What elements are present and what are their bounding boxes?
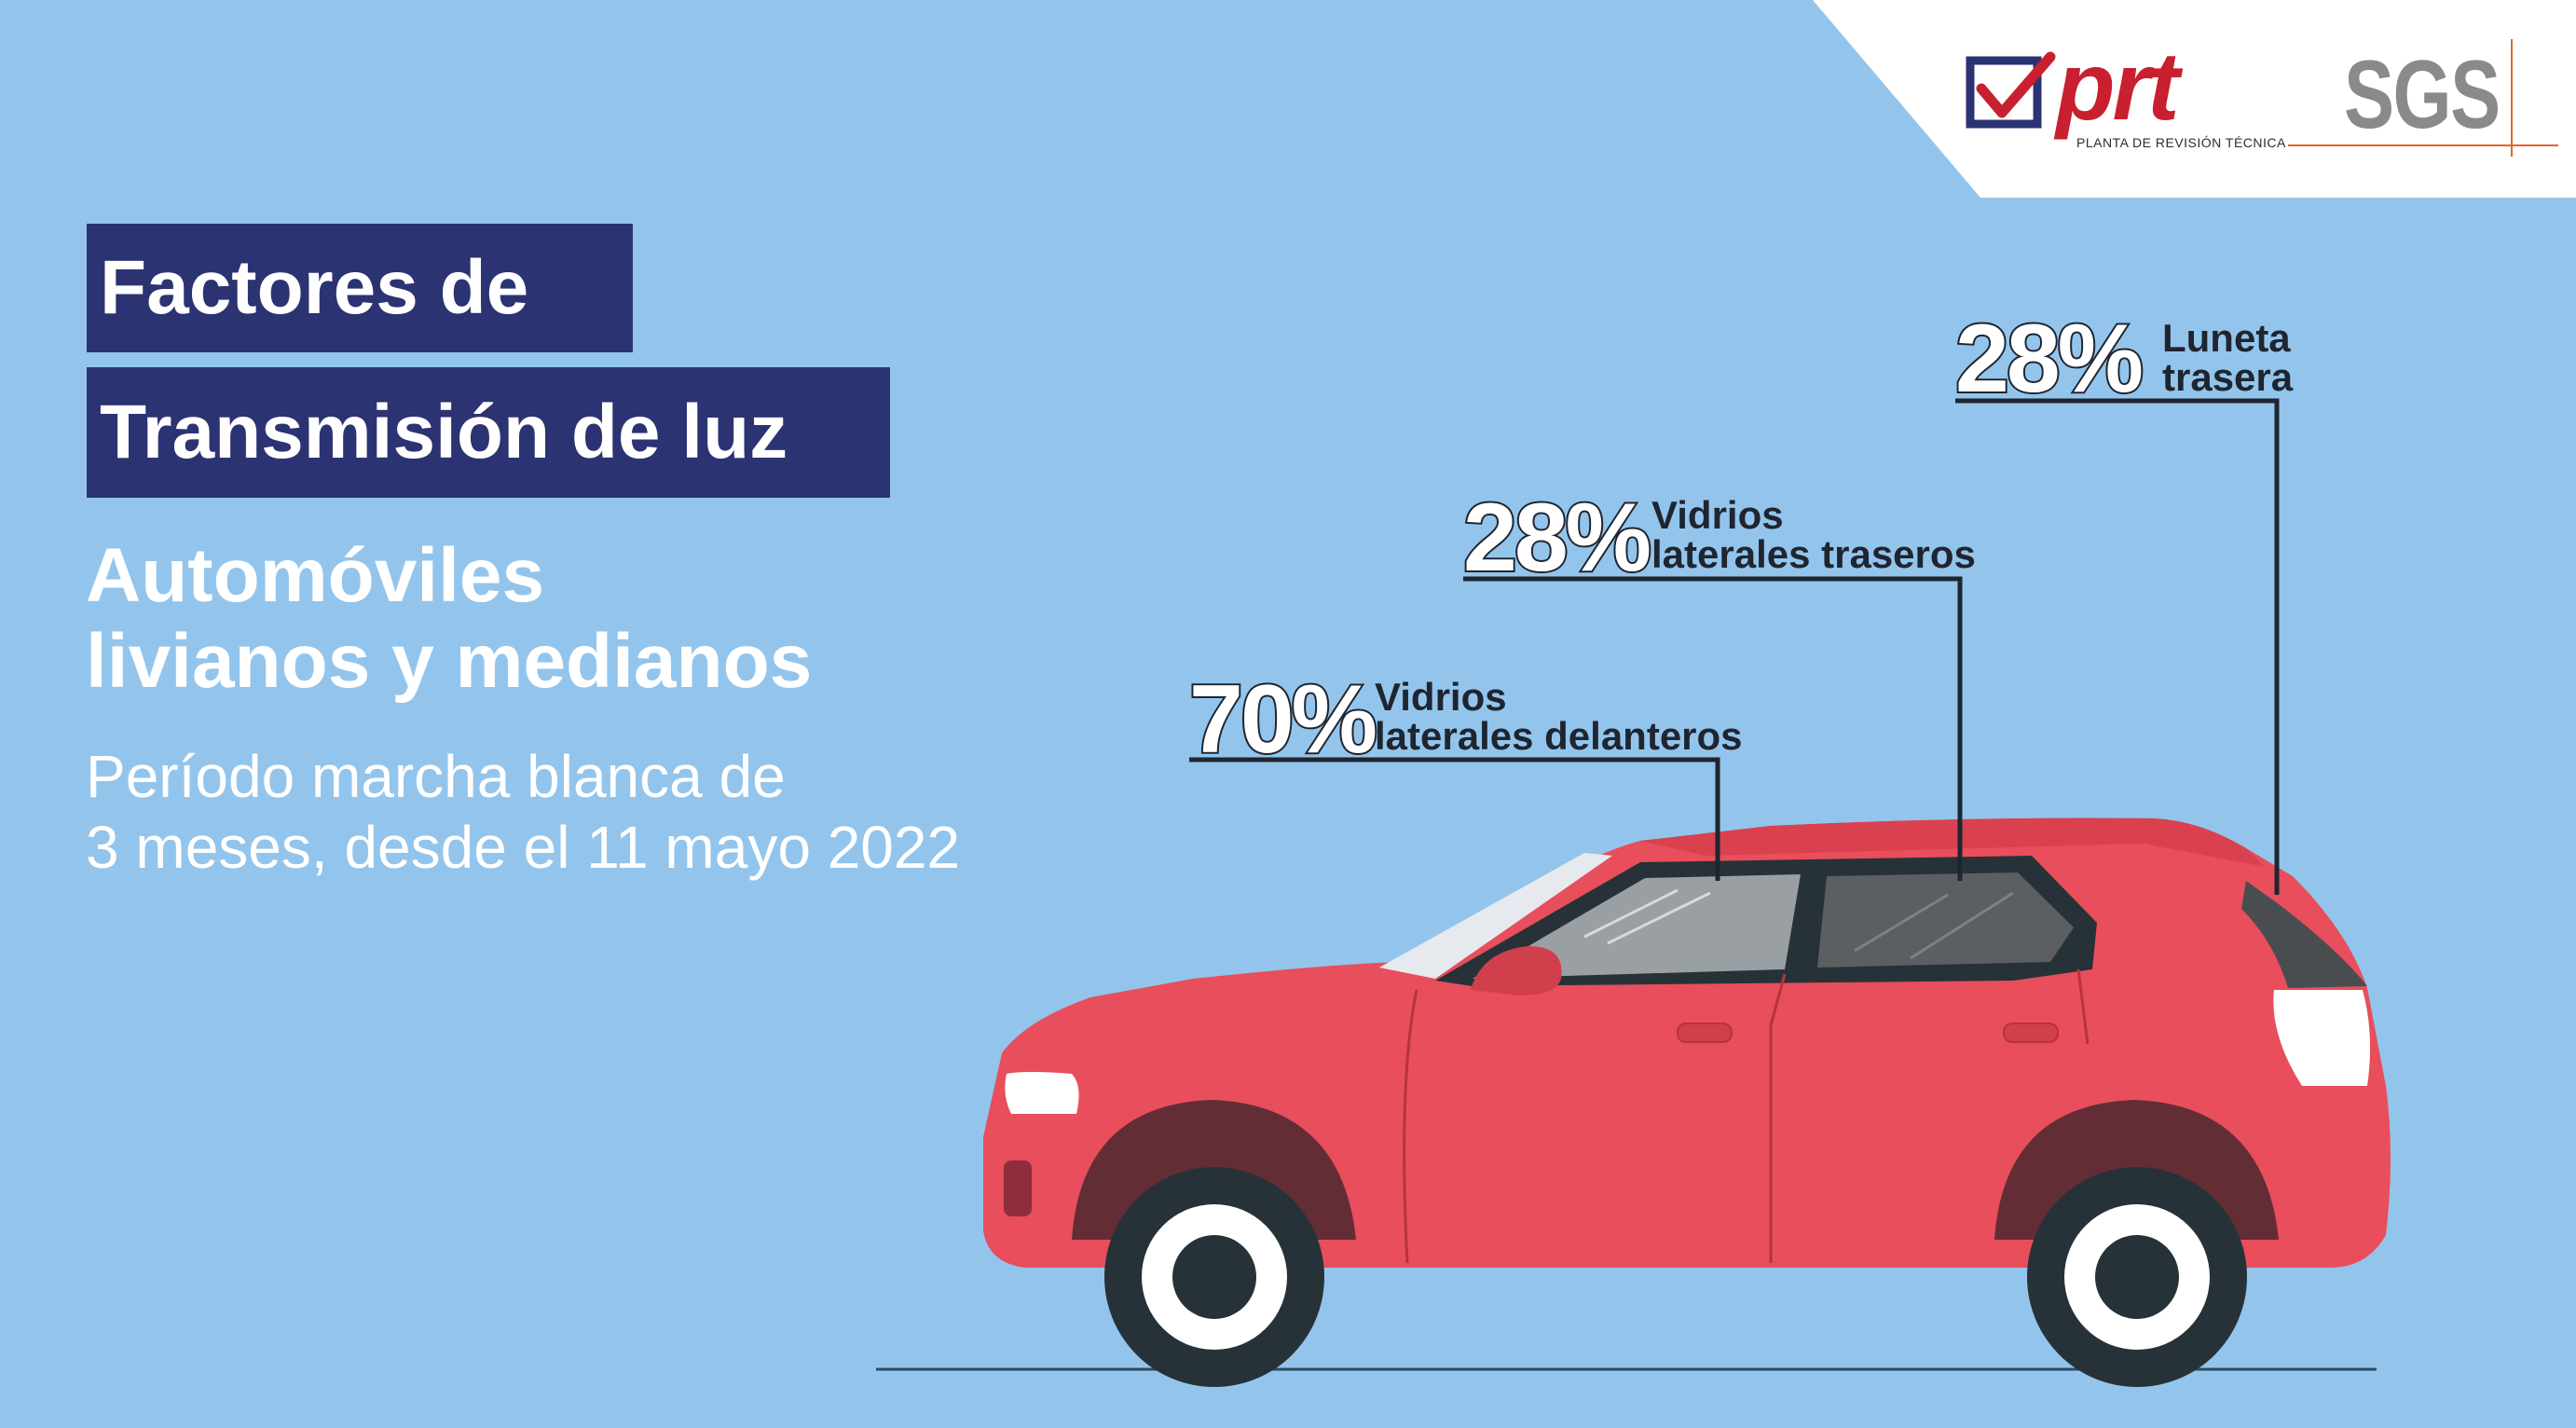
- label-front-text: Vidrios laterales delanteros: [1375, 678, 1743, 756]
- front-door-handle: [1677, 1023, 1733, 1043]
- subtitle-line-1: Automóviles: [86, 533, 545, 618]
- checkbox-icon: [1966, 51, 2056, 129]
- title-line-1: Factores de: [87, 224, 633, 352]
- period-text: Período marcha blanca de 3 meses, desde …: [86, 741, 960, 883]
- label-rear-line-2: trasera: [2162, 355, 2294, 399]
- prt-subtitle: PLANTA DE REVISIÓN TÉCNICA: [2076, 135, 2286, 150]
- leader-line-rear-side: [1463, 576, 1963, 881]
- windshield: [1379, 853, 1612, 979]
- label-front-line-2: laterales delanteros: [1375, 714, 1743, 758]
- fog-light: [1004, 1160, 1032, 1216]
- period-line-2: 3 meses, desde el 11 mayo 2022: [86, 814, 961, 881]
- label-rear-line-1: Luneta: [2162, 316, 2291, 360]
- sgs-crosshair-lines: [2288, 39, 2558, 157]
- title-line-2: Transmisión de luz: [87, 367, 890, 498]
- leader-line-rear: [1955, 398, 2280, 895]
- label-rear-side-line-1: Vidrios: [1651, 493, 1784, 537]
- label-rear-percent: 28%: [1953, 305, 2145, 413]
- subtitle-line-2: livianos y medianos: [86, 619, 813, 704]
- label-rear-side-percent: 28%: [1461, 484, 1653, 592]
- label-rear-text: Luneta trasera: [2162, 319, 2293, 397]
- rear-windshield: [2241, 881, 2367, 988]
- sgs-wordmark: SGS: [2344, 41, 2501, 149]
- leader-line-front: [1189, 757, 1720, 881]
- rear-wheel: [2027, 1167, 2247, 1387]
- sgs-logo: SGS: [2288, 37, 2568, 158]
- roof-shadow: [1640, 817, 2265, 867]
- rear-door-handle: [2003, 1023, 2059, 1043]
- front-wheel: [1104, 1167, 1324, 1387]
- title-line-2-text: Transmisión de luz: [100, 390, 788, 474]
- label-front-percent: 70%: [1187, 666, 1379, 774]
- headlight: [1005, 1072, 1079, 1114]
- subtitle: Automóviles livianos y medianos: [86, 533, 812, 705]
- side-mirror: [1471, 946, 1562, 995]
- period-line-1: Período marcha blanca de: [86, 743, 786, 810]
- prt-logo: prt PLANTA DE REVISIÓN TÉCNICA: [1965, 38, 2285, 163]
- front-window: [1473, 874, 1801, 979]
- title-line-1-text: Factores de: [100, 245, 529, 330]
- label-rear-side-text: Vidrios laterales traseros: [1651, 496, 1976, 574]
- prt-wordmark: prt: [2056, 33, 2180, 141]
- label-front-line-1: Vidrios: [1375, 675, 1507, 719]
- tail-light: [2273, 990, 2371, 1086]
- label-rear-side-line-2: laterales traseros: [1651, 532, 1976, 576]
